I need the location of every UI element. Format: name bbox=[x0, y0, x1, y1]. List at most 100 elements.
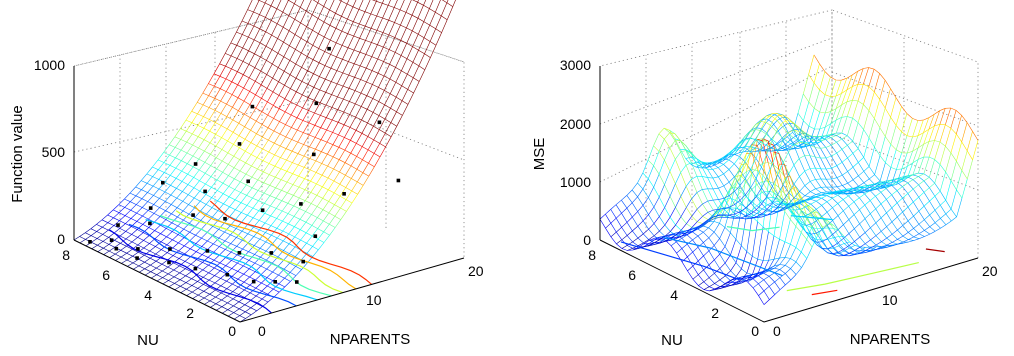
surface-mesh-segment bbox=[269, 187, 276, 196]
surface-mesh-segment bbox=[163, 144, 170, 153]
surface-mesh-segment bbox=[880, 180, 887, 183]
surface-mesh-segment bbox=[348, 49, 355, 62]
surface-mesh-segment bbox=[734, 210, 741, 214]
surface-mesh-segment bbox=[284, 281, 291, 288]
surface-mesh-segment bbox=[136, 224, 144, 230]
surface-mesh-segment bbox=[723, 195, 730, 199]
surface-mesh-segment bbox=[857, 68, 864, 85]
surface-mesh-segment bbox=[228, 167, 235, 176]
surface-mesh-segment bbox=[811, 239, 817, 243]
surface-mesh-segment bbox=[701, 166, 708, 170]
surface-mesh-segment bbox=[118, 207, 125, 213]
surface-mesh-segment bbox=[243, 64, 250, 75]
surface-mesh-segment bbox=[256, 136, 263, 147]
surface-mesh-segment bbox=[760, 121, 767, 123]
surface-mesh-segment bbox=[85, 235, 92, 240]
surface-mesh-segment bbox=[680, 140, 686, 150]
y-tick-2: 2 bbox=[711, 305, 719, 321]
surface-mesh-segment bbox=[349, 103, 356, 115]
surface-mesh-segment bbox=[961, 150, 968, 171]
surface-mesh-segment bbox=[730, 239, 737, 255]
surface-mesh-segment bbox=[637, 220, 644, 227]
surface-mesh-segment bbox=[797, 120, 804, 140]
surface-mesh-segment bbox=[853, 191, 859, 194]
surface-mesh-segment bbox=[231, 262, 238, 269]
surface-mesh-segment bbox=[870, 249, 877, 252]
surface-mesh-segment bbox=[323, 224, 330, 232]
surface-mesh-segment bbox=[396, 100, 403, 112]
surface-mesh-segment bbox=[186, 133, 193, 143]
surface-mesh-segment bbox=[166, 239, 173, 246]
surface-mesh-segment bbox=[772, 201, 779, 205]
surface-mesh-segment bbox=[150, 274, 157, 279]
surface-mesh-segment bbox=[773, 257, 780, 267]
surface-mesh-segment bbox=[284, 88, 291, 99]
surface-mesh-segment bbox=[221, 302, 228, 307]
surface-mesh-segment bbox=[697, 225, 704, 230]
surface-mesh-segment bbox=[358, 0, 364, 10]
floor-contour bbox=[811, 289, 838, 296]
surface-mesh-segment bbox=[298, 178, 305, 188]
surface-mesh-segment bbox=[696, 163, 703, 168]
surface-mesh-segment bbox=[702, 188, 708, 190]
chart1-grid bbox=[73, 9, 465, 258]
surface-mesh-segment bbox=[306, 30, 313, 42]
surface-mesh-segment bbox=[863, 86, 870, 105]
surface-mesh-segment bbox=[797, 93, 804, 114]
surface-mesh-segment bbox=[148, 213, 155, 220]
surface-mesh-segment bbox=[779, 257, 786, 265]
surface-mesh-segment bbox=[323, 0, 327, 7]
surface-mesh-segment bbox=[285, 139, 292, 149]
surface-mesh-segment bbox=[238, 281, 245, 288]
surface-mesh-segment bbox=[268, 143, 275, 153]
surface-mesh-segment bbox=[136, 215, 143, 222]
surface-mesh-segment bbox=[950, 161, 957, 181]
surface-mesh-segment bbox=[879, 162, 886, 182]
surface-mesh-segment bbox=[835, 104, 842, 121]
surface-mesh-segment bbox=[799, 155, 805, 159]
surface-mesh-segment bbox=[813, 89, 820, 109]
surface-mesh-segment bbox=[347, 6, 354, 20]
surface-mesh-segment bbox=[254, 70, 262, 82]
surface-mesh-segment bbox=[886, 245, 893, 248]
floor-contour bbox=[209, 200, 373, 285]
sample-point bbox=[161, 180, 165, 185]
surface-mesh-segment bbox=[805, 198, 811, 201]
surface-mesh-segment bbox=[621, 207, 628, 214]
sample-point bbox=[313, 234, 318, 238]
surface-mesh-segment bbox=[355, 119, 362, 131]
surface-mesh-segment bbox=[265, 34, 272, 47]
surface-mesh-segment bbox=[290, 91, 297, 103]
surface-mesh-segment bbox=[136, 207, 143, 214]
sample-point bbox=[114, 246, 119, 251]
surface-mesh-segment bbox=[841, 78, 848, 94]
surface-mesh-segment bbox=[734, 156, 740, 164]
surface-mesh-segment bbox=[290, 78, 297, 89]
surface-mesh-segment bbox=[857, 129, 864, 149]
surface-mesh-segment bbox=[854, 247, 860, 251]
surface-mesh-segment bbox=[224, 243, 232, 250]
surface-mesh-segment bbox=[321, 154, 328, 164]
surface-mesh-segment bbox=[723, 153, 729, 158]
surface-mesh-segment bbox=[897, 225, 903, 231]
surface-mesh-segment bbox=[810, 194, 816, 198]
surface-mesh-segment bbox=[808, 82, 815, 103]
surface-mesh-segment bbox=[412, 34, 419, 47]
surface-mesh-segment bbox=[631, 196, 638, 204]
surface-mesh-segment bbox=[141, 201, 149, 208]
surface-mesh-segment bbox=[826, 198, 833, 202]
surface-mesh-segment bbox=[299, 189, 306, 199]
surface-mesh-segment bbox=[760, 118, 767, 129]
surface-mesh-segment bbox=[423, 8, 430, 22]
surface-mesh-segment bbox=[838, 238, 844, 243]
surface-mesh-segment bbox=[204, 142, 211, 152]
surface-mesh-segment bbox=[805, 212, 812, 217]
surface-mesh-segment bbox=[269, 166, 276, 175]
surface-mesh-segment bbox=[906, 136, 913, 154]
surface-mesh-segment bbox=[846, 74, 853, 91]
surface-mesh-segment bbox=[831, 177, 837, 180]
surface-mesh-segment bbox=[766, 202, 773, 210]
surface-mesh-segment bbox=[213, 246, 220, 253]
surface-mesh-segment bbox=[225, 260, 232, 266]
surface-mesh-segment bbox=[303, 146, 310, 157]
